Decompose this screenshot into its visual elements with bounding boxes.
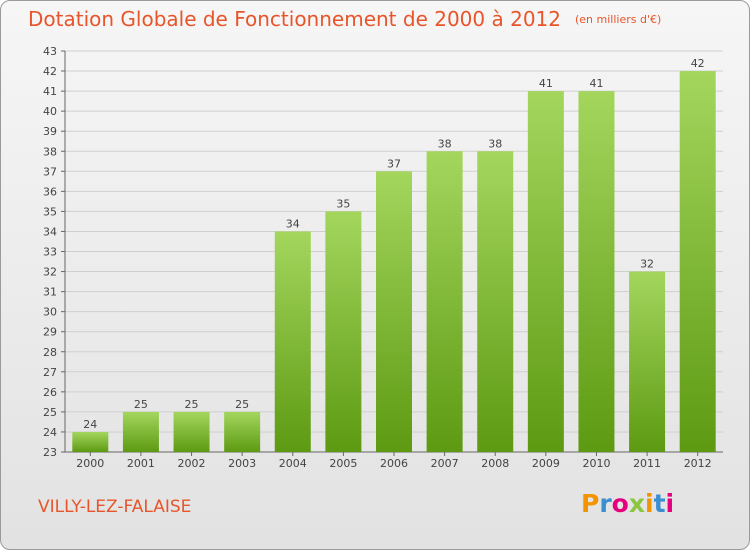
data-label: 34 bbox=[286, 217, 300, 230]
data-label: 25 bbox=[134, 398, 148, 411]
bar-2001 bbox=[122, 411, 159, 452]
x-tick-label: 2008 bbox=[481, 457, 509, 470]
y-tick-label: 25 bbox=[43, 406, 57, 419]
bar-2010 bbox=[578, 91, 615, 452]
data-label: 32 bbox=[640, 258, 654, 271]
x-tick-label: 2009 bbox=[532, 457, 560, 470]
bar-2005 bbox=[325, 211, 362, 452]
y-tick-label: 34 bbox=[43, 225, 57, 238]
x-tick-label: 2005 bbox=[329, 457, 357, 470]
bar-2012 bbox=[679, 71, 716, 453]
chart-title-text: Dotation Globale de Fonctionnement de 20… bbox=[28, 7, 561, 31]
y-tick-label: 31 bbox=[43, 286, 57, 299]
y-tick-label: 30 bbox=[43, 306, 57, 319]
x-tick-label: 2006 bbox=[380, 457, 408, 470]
x-tick-label: 2000 bbox=[76, 457, 104, 470]
x-tick-label: 2002 bbox=[178, 457, 206, 470]
logo-letter: x bbox=[628, 489, 645, 518]
y-tick-label: 33 bbox=[43, 246, 57, 259]
x-tick-label: 2004 bbox=[279, 457, 307, 470]
data-label: 25 bbox=[185, 398, 199, 411]
y-tick-label: 37 bbox=[43, 165, 57, 178]
x-tick-label: 2001 bbox=[127, 457, 155, 470]
y-tick-label: 36 bbox=[43, 185, 57, 198]
data-label: 42 bbox=[691, 57, 705, 70]
x-tick-label: 2011 bbox=[633, 457, 661, 470]
data-label: 37 bbox=[387, 157, 401, 170]
bar-2009 bbox=[527, 91, 564, 452]
logo-letter: o bbox=[611, 489, 629, 518]
bar-2011 bbox=[629, 271, 666, 452]
bar-2000 bbox=[72, 431, 109, 452]
x-tick-label: 2003 bbox=[228, 457, 256, 470]
y-tick-label: 32 bbox=[43, 266, 57, 279]
y-tick-label: 27 bbox=[43, 366, 57, 379]
bar-2004 bbox=[274, 231, 311, 452]
y-tick-label: 43 bbox=[43, 45, 57, 58]
data-label: 41 bbox=[589, 77, 603, 90]
bar-2003 bbox=[224, 411, 261, 452]
bar-2002 bbox=[173, 411, 210, 452]
logo-letter: r bbox=[599, 489, 612, 518]
bars bbox=[72, 71, 716, 453]
data-label: 38 bbox=[438, 137, 452, 150]
y-tick-label: 39 bbox=[43, 125, 57, 138]
y-tick-label: 28 bbox=[43, 346, 57, 359]
y-tick-label: 29 bbox=[43, 326, 57, 339]
proxiti-logo: Proxiti bbox=[581, 489, 674, 518]
logo-letter: i bbox=[645, 489, 654, 518]
y-tick-label: 26 bbox=[43, 386, 57, 399]
y-tick-label: 41 bbox=[43, 85, 57, 98]
logo-letter: i bbox=[665, 489, 675, 518]
commune-name: VILLY-LEZ-FALAISE bbox=[38, 497, 192, 517]
y-tick-label: 40 bbox=[43, 105, 57, 118]
logo-letter: t bbox=[653, 489, 666, 518]
data-label: 35 bbox=[336, 197, 350, 210]
x-tick-label: 2012 bbox=[684, 457, 712, 470]
chart-title: Dotation Globale de Fonctionnement de 20… bbox=[28, 7, 661, 31]
bar-2007 bbox=[426, 151, 463, 452]
data-label: 24 bbox=[83, 418, 97, 431]
data-label: 25 bbox=[235, 398, 249, 411]
data-label: 38 bbox=[488, 137, 502, 150]
y-tick-label: 38 bbox=[43, 145, 57, 158]
y-tick-label: 23 bbox=[43, 446, 57, 459]
y-tick-label: 42 bbox=[43, 65, 57, 78]
y-tick-label: 35 bbox=[43, 205, 57, 218]
data-label: 41 bbox=[539, 77, 553, 90]
logo-letter: P bbox=[581, 489, 600, 518]
x-tick-label: 2010 bbox=[582, 457, 610, 470]
x-tick-label: 2007 bbox=[431, 457, 459, 470]
chart-unit-label: (en milliers d'€) bbox=[575, 13, 662, 26]
bar-2006 bbox=[376, 171, 412, 453]
bar-2008 bbox=[477, 151, 514, 452]
data-labels: 24 25 25 25 34 35 37 38 38 41 41 32 42 bbox=[83, 57, 704, 431]
y-tick-label: 24 bbox=[43, 426, 57, 439]
